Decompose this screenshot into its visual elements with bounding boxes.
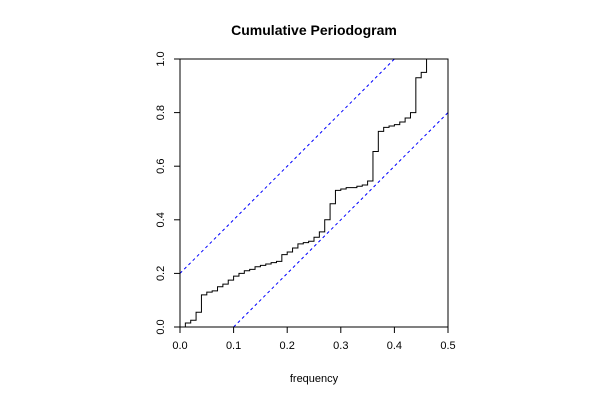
cumulative-periodogram-line <box>180 58 448 328</box>
plot-area: 0.0 0.1 0.2 0.3 0.4 0.5 0.0 0.2 0.4 0.6 0.8 1.0 <box>155 51 456 352</box>
y-tick-label: 0.0 <box>155 319 167 334</box>
x-tick-label: 0.4 <box>387 340 402 352</box>
lower-confidence-line <box>233 112 449 328</box>
x-tick-label: 0.1 <box>226 340 241 352</box>
chart-title: Cumulative Periodogram <box>231 22 397 38</box>
y-tick-label: 0.6 <box>155 159 167 174</box>
x-tick-label: 0.5 <box>440 340 455 352</box>
x-tick-label: 0.2 <box>280 340 295 352</box>
plot-frame <box>179 58 449 328</box>
x-axis-label: frequency <box>290 373 339 385</box>
x-tick-label: 0.0 <box>172 340 187 352</box>
y-tick-label: 0.8 <box>155 105 167 120</box>
y-tick-label: 0.2 <box>155 266 167 281</box>
x-tick-label: 0.3 <box>333 340 348 352</box>
upper-confidence-line <box>179 58 395 274</box>
y-tick-label: 1.0 <box>155 51 167 66</box>
y-tick-label: 0.4 <box>155 212 167 227</box>
